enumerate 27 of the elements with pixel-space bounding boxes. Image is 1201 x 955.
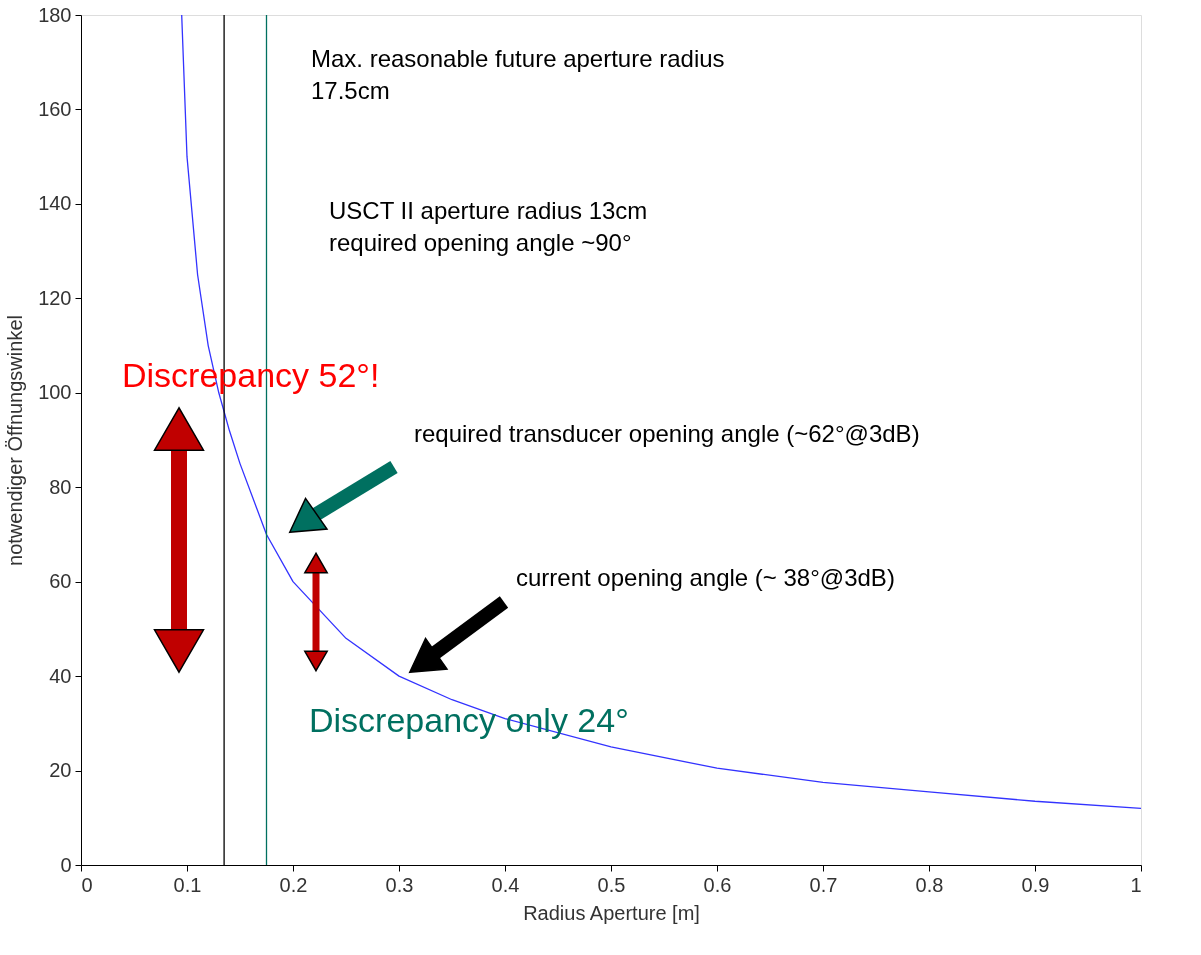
x-tick-label: 0.1	[173, 873, 202, 896]
y-axis-title: notwendiger Öffnungswinkel	[4, 315, 27, 566]
annotation: required transducer opening angle (~62°@3dB)	[414, 420, 920, 447]
annotation: USCT II aperture radius 13cm required opening angle ~90°	[329, 197, 648, 256]
annotation: current opening angle (~ 38°@3dB)	[516, 564, 895, 591]
y-tick-label: 100	[38, 381, 72, 404]
y-tick-label: 160	[38, 97, 72, 120]
x-axis-title: Radius Aperture [m]	[523, 901, 700, 924]
y-tick-label: 180	[38, 3, 72, 26]
x-tick-label: 0.4	[491, 873, 520, 896]
y-tick-label: 40	[49, 664, 72, 687]
x-tick-label: 0.2	[279, 873, 308, 896]
y-tick-label: 120	[38, 286, 72, 309]
x-tick-label: 0.5	[597, 873, 626, 896]
y-tick-label: 60	[49, 570, 72, 593]
y-tick-label: 0	[60, 853, 72, 876]
x-tick-label: 0.9	[1021, 873, 1050, 896]
x-tick-label: 1	[1130, 873, 1142, 896]
annotation: Max. reasonable future aperture radius 17.5cm	[311, 45, 725, 104]
y-tick-label: 20	[49, 759, 72, 782]
y-tick-label: 140	[38, 192, 72, 215]
y-tick-label: 80	[49, 475, 72, 498]
x-tick-label: 0	[81, 873, 93, 896]
x-tick-label: 0.8	[915, 873, 944, 896]
x-tick-label: 0.3	[385, 873, 414, 896]
x-tick-label: 0.6	[703, 873, 732, 896]
x-tick-label: 0.7	[809, 873, 838, 896]
